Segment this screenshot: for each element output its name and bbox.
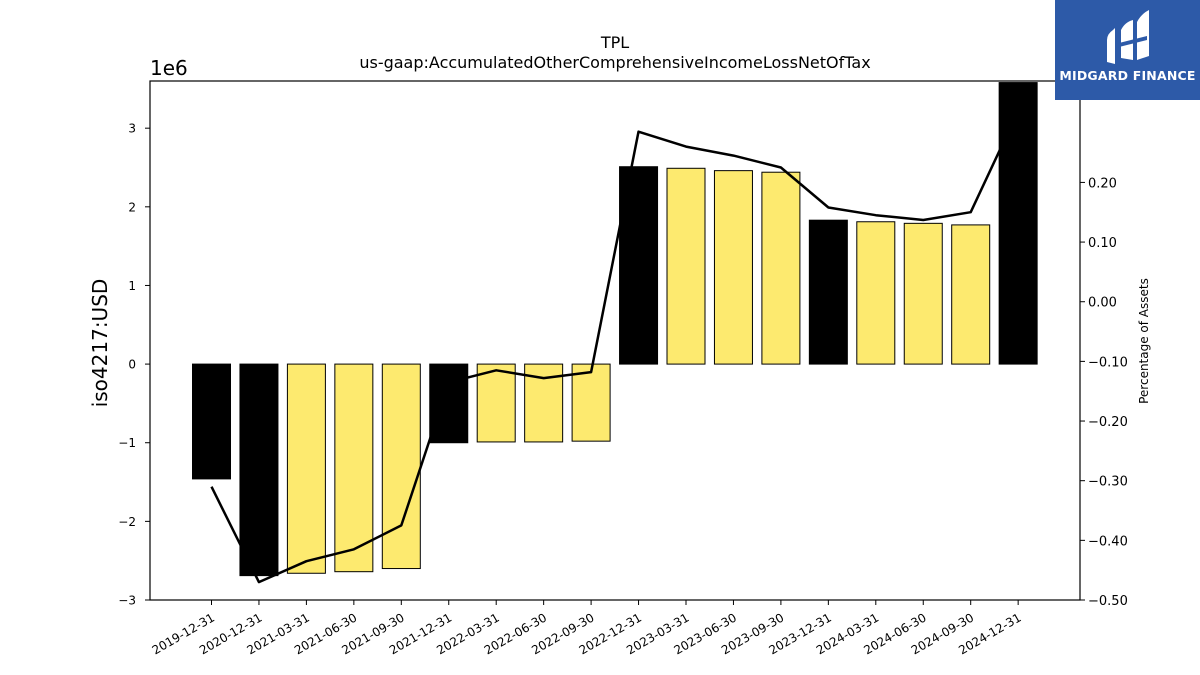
y2-tick-label: −0.50 bbox=[1088, 594, 1128, 609]
y-tick-label: −3 bbox=[118, 594, 136, 608]
y-axis-label: iso4217:USD bbox=[88, 279, 112, 408]
bar bbox=[286, 363, 326, 574]
logo-name: MIDGARD FINANCE bbox=[1059, 68, 1196, 83]
y-tick-label: 2 bbox=[128, 200, 136, 214]
y2-tick-label: −0.10 bbox=[1088, 355, 1128, 370]
bar bbox=[192, 363, 231, 480]
y2-tick-label: 0.10 bbox=[1088, 236, 1117, 251]
y-tick-label: 1 bbox=[128, 279, 136, 293]
y-tick-label: −1 bbox=[118, 436, 136, 450]
bar bbox=[998, 82, 1038, 365]
y2-tick-label: 0.00 bbox=[1088, 296, 1117, 311]
y-offset-text: 1e6 bbox=[150, 56, 188, 80]
bar bbox=[239, 363, 279, 577]
chart-subtitle: us-gaap:AccumulatedOtherComprehensiveInc… bbox=[359, 53, 870, 72]
chart-title: TPL bbox=[600, 33, 629, 52]
y2-axis-label: Percentage of Assets bbox=[1137, 278, 1151, 404]
bar bbox=[951, 224, 991, 365]
bar bbox=[856, 221, 896, 365]
y-tick-label: 3 bbox=[128, 122, 136, 136]
bar bbox=[761, 171, 801, 365]
y2-tick-label: −0.40 bbox=[1088, 534, 1128, 549]
bar bbox=[571, 363, 611, 442]
bar bbox=[903, 222, 943, 365]
bar bbox=[666, 167, 706, 365]
bar bbox=[381, 363, 421, 570]
logo-mark-icon bbox=[1107, 10, 1149, 64]
y-tick-label: −2 bbox=[118, 515, 136, 529]
plot-top-mask bbox=[150, 0, 1080, 81]
y2-tick-label: 0.20 bbox=[1088, 176, 1117, 191]
bar bbox=[476, 363, 516, 443]
bar bbox=[713, 170, 753, 365]
y-tick-label: 0 bbox=[128, 358, 136, 372]
midgard-finance-logo: MIDGARD FINANCE bbox=[1055, 0, 1200, 100]
plot-frame bbox=[149, 80, 1081, 601]
bar bbox=[334, 363, 374, 573]
bar bbox=[808, 219, 848, 365]
percentage-line bbox=[210, 110, 1020, 584]
y2-tick-label: −0.20 bbox=[1088, 415, 1128, 430]
bar bbox=[429, 363, 469, 444]
y2-tick-label: −0.30 bbox=[1088, 475, 1128, 490]
